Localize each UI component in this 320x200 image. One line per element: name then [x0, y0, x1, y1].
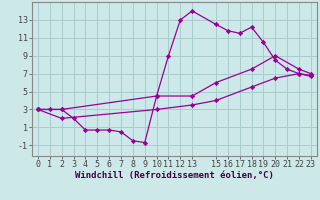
- X-axis label: Windchill (Refroidissement éolien,°C): Windchill (Refroidissement éolien,°C): [75, 171, 274, 180]
